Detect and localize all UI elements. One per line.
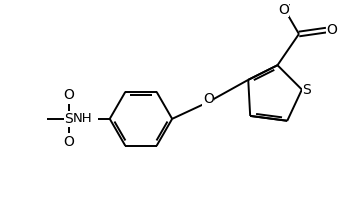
Text: S: S	[303, 83, 311, 97]
Text: O: O	[203, 92, 214, 106]
Text: O: O	[327, 23, 338, 37]
Text: S: S	[65, 112, 73, 126]
Text: NH: NH	[73, 112, 92, 125]
Text: O: O	[278, 3, 289, 17]
Text: O: O	[63, 88, 74, 102]
Text: O: O	[63, 135, 74, 149]
